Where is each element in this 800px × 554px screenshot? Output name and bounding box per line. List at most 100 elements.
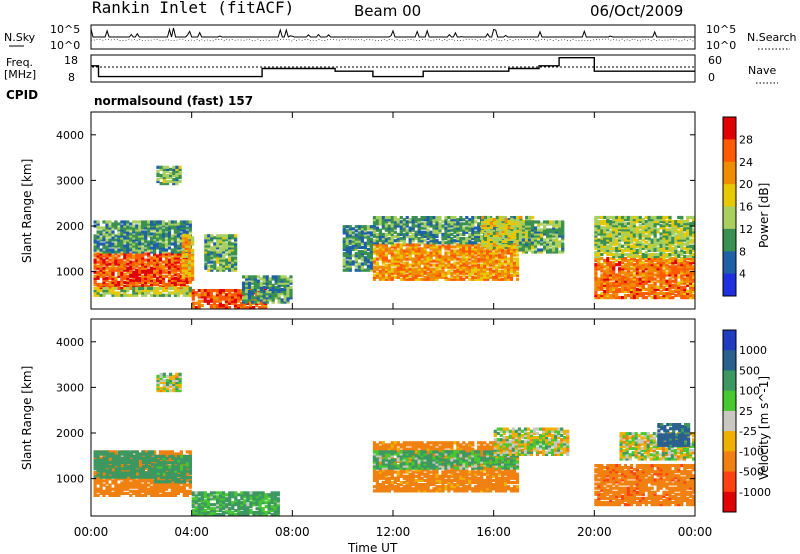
data-cell bbox=[387, 277, 391, 281]
data-cell bbox=[129, 270, 133, 274]
data-cell bbox=[381, 255, 385, 259]
data-cell bbox=[167, 236, 172, 240]
data-cell bbox=[555, 222, 559, 226]
data-cell bbox=[603, 244, 607, 248]
data-cell bbox=[184, 265, 188, 269]
data-cell bbox=[156, 260, 160, 264]
data-cell bbox=[233, 289, 238, 293]
data-cell bbox=[641, 281, 645, 285]
data-cell bbox=[102, 483, 106, 487]
data-cell bbox=[156, 276, 160, 280]
data-cell bbox=[644, 281, 648, 285]
data-cell bbox=[471, 222, 475, 226]
data-cell bbox=[635, 269, 639, 273]
data-cell bbox=[381, 257, 385, 261]
data-cell bbox=[456, 222, 460, 226]
data-cell bbox=[129, 256, 133, 260]
data-cell bbox=[99, 226, 103, 230]
data-cell bbox=[181, 250, 185, 254]
data-cell bbox=[518, 224, 522, 228]
data-cell bbox=[135, 236, 139, 240]
data-cell bbox=[150, 226, 154, 230]
data-cell bbox=[487, 215, 491, 220]
data-cell bbox=[123, 236, 127, 240]
data-cell bbox=[555, 232, 559, 236]
data-cell bbox=[225, 260, 229, 264]
data-cell bbox=[283, 294, 287, 298]
data-cell bbox=[138, 266, 142, 270]
data-cell bbox=[597, 246, 601, 250]
data-cell bbox=[647, 291, 651, 296]
data-cell bbox=[96, 224, 100, 228]
data-cell bbox=[378, 251, 382, 255]
data-cell bbox=[191, 254, 195, 259]
data-cell bbox=[126, 224, 130, 228]
data-cell bbox=[561, 220, 565, 224]
data-cell bbox=[390, 232, 394, 236]
data-cell bbox=[99, 274, 103, 278]
data-cell bbox=[665, 279, 669, 283]
data-cell bbox=[677, 250, 681, 254]
data-cell bbox=[162, 165, 166, 169]
data-cell bbox=[644, 259, 648, 263]
data-cell bbox=[96, 286, 100, 290]
data-cell bbox=[187, 275, 192, 279]
data-cell bbox=[650, 232, 654, 236]
data-cell bbox=[259, 287, 263, 292]
data-cell bbox=[216, 252, 220, 256]
data-cell bbox=[561, 248, 565, 252]
data-cell bbox=[396, 265, 400, 269]
data-cell bbox=[342, 262, 346, 266]
data-cell bbox=[594, 226, 598, 230]
data-cell bbox=[453, 251, 457, 255]
data-cell bbox=[222, 260, 226, 264]
data-cell bbox=[197, 289, 201, 293]
data-cell bbox=[447, 269, 451, 273]
data-cell bbox=[102, 234, 106, 238]
data-cell bbox=[176, 256, 180, 260]
data-cell bbox=[441, 243, 445, 247]
data-cell bbox=[372, 232, 377, 236]
data-cell bbox=[390, 253, 394, 257]
data-cell bbox=[351, 239, 355, 243]
data-cell bbox=[650, 242, 654, 246]
data-cell bbox=[219, 264, 223, 268]
data-cell bbox=[417, 247, 421, 251]
data-cell bbox=[156, 222, 160, 226]
data-cell bbox=[486, 253, 490, 257]
data-cell bbox=[489, 239, 494, 243]
data-cell bbox=[158, 274, 163, 278]
data-cell bbox=[501, 235, 505, 239]
data-cell bbox=[271, 277, 275, 281]
data-cell bbox=[597, 228, 601, 232]
data-cell bbox=[194, 293, 198, 297]
data-cell bbox=[674, 244, 678, 248]
data-cell bbox=[647, 261, 651, 265]
data-cell bbox=[381, 261, 385, 265]
data-cell bbox=[348, 256, 352, 260]
data-cell bbox=[271, 292, 275, 296]
data-cell bbox=[504, 217, 508, 222]
data-cell bbox=[204, 234, 208, 238]
data-cell bbox=[187, 246, 192, 250]
data-cell bbox=[668, 279, 672, 283]
data-cell bbox=[222, 248, 226, 252]
data-cell bbox=[372, 224, 377, 228]
data-cell bbox=[348, 262, 352, 266]
data-cell bbox=[210, 266, 214, 270]
data-cell bbox=[126, 268, 130, 272]
data-cell bbox=[521, 242, 526, 246]
data-cell bbox=[188, 280, 192, 284]
data-cell bbox=[435, 259, 439, 263]
data-cell bbox=[552, 242, 556, 246]
data-cell bbox=[117, 274, 121, 278]
data-cell bbox=[164, 232, 169, 236]
data-cell bbox=[210, 236, 214, 240]
data-cell bbox=[117, 248, 121, 252]
data-cell bbox=[506, 267, 511, 271]
data-cell bbox=[366, 266, 370, 270]
data-cell bbox=[408, 263, 412, 267]
data-cell bbox=[138, 479, 142, 483]
data-cell bbox=[360, 233, 364, 237]
data-cell bbox=[102, 236, 106, 240]
